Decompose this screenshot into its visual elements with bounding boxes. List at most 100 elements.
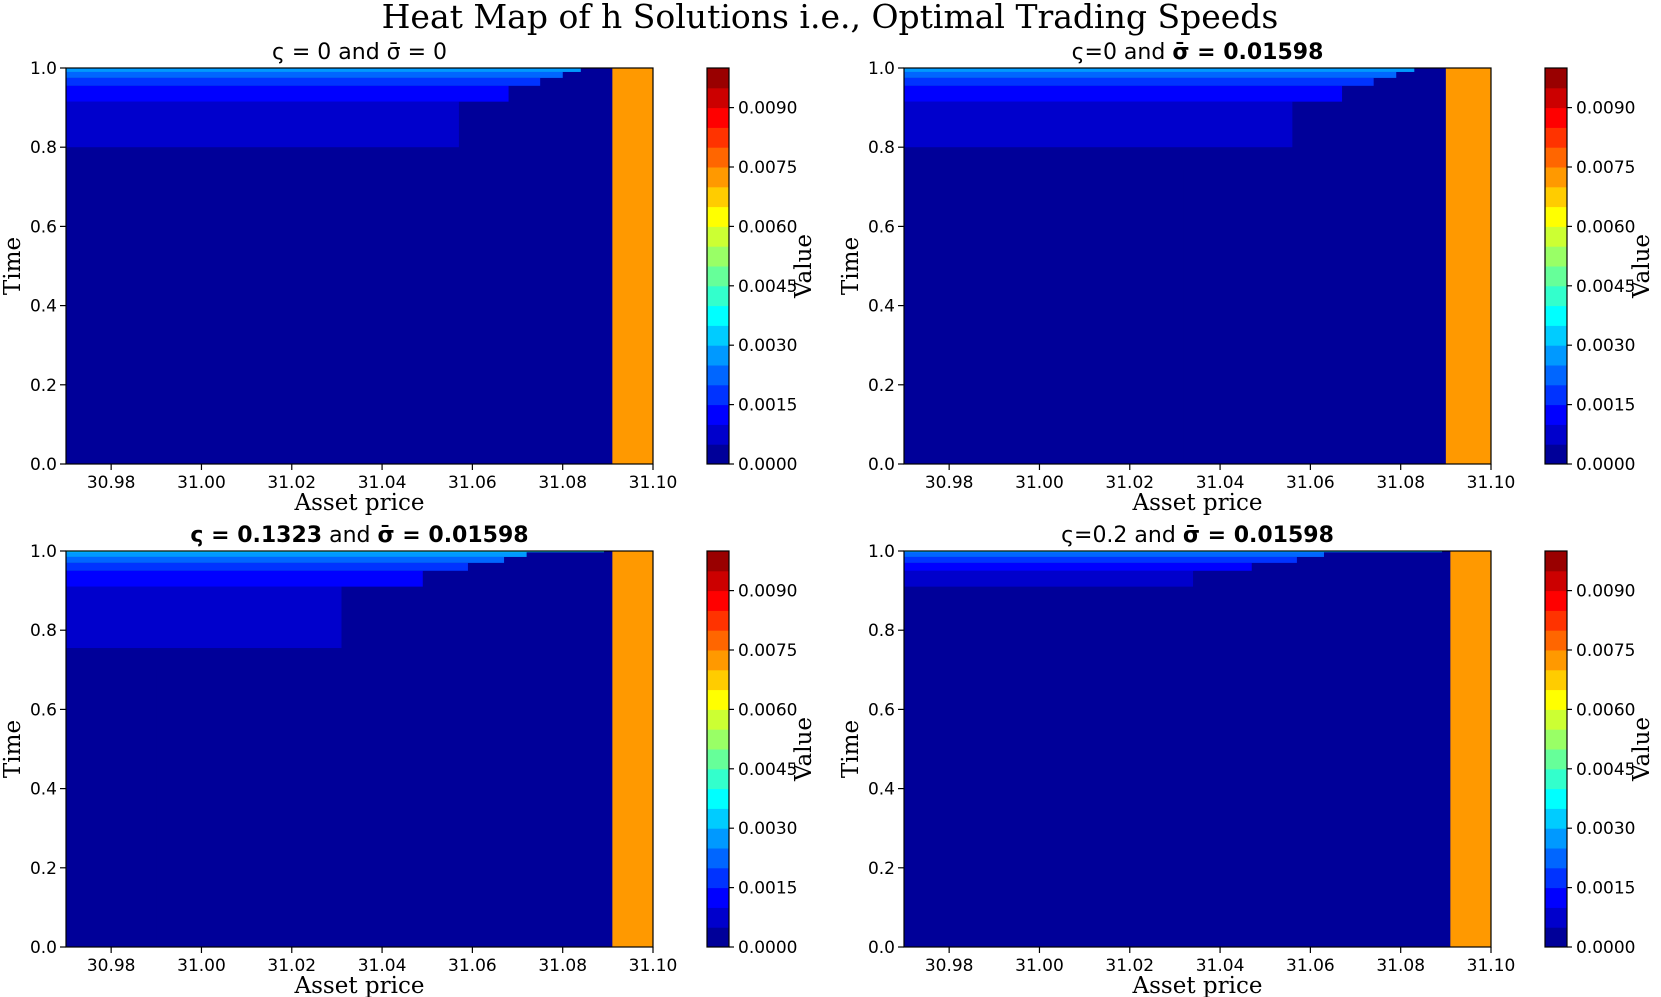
x-tick-label: 30.98 [87, 473, 136, 493]
colorbar: 0.0000 0.0015 0.0030 0.0045 0.0060 0.0075 0.00… [706, 67, 817, 475]
y-tick-label: 0.0 [868, 938, 895, 958]
colorbar-segment [1545, 68, 1567, 89]
colorbar-segment [1545, 749, 1567, 770]
colorbar-segment [1545, 424, 1567, 445]
colorbar-segment [707, 147, 729, 168]
colorbar-segment [707, 570, 729, 592]
panel-title-part: and [322, 523, 377, 548]
contour-band [612, 551, 653, 947]
colorbar-tick-label: 0.0090 [1576, 582, 1635, 602]
colorbar-segment [1545, 709, 1567, 730]
y-tick-label: 1.0 [30, 542, 57, 562]
contour-band [64, 66, 604, 67]
colorbar-segment [1545, 444, 1567, 465]
colorbar-segment [1545, 365, 1567, 386]
colorbar-segment [707, 305, 729, 326]
colorbar-segment [707, 848, 729, 869]
heatmap-area [64, 549, 653, 947]
colorbar-segment [1545, 570, 1567, 592]
colorbar: 0.0000 0.0015 0.0030 0.0045 0.0060 0.0075 0.00… [1544, 550, 1655, 958]
colorbar: 0.0000 0.0015 0.0030 0.0045 0.0060 0.0075 0.00… [706, 550, 817, 958]
colorbar-segment [1545, 927, 1567, 948]
y-tick-label: 0.8 [868, 621, 895, 641]
x-tick-label: 31.02 [1105, 956, 1154, 976]
colorbar-segment [1545, 630, 1567, 651]
colorbar-segment [1545, 848, 1567, 869]
contour-band [64, 66, 604, 67]
colorbar-tick-label: 0.0090 [1576, 99, 1635, 119]
contour-band [66, 551, 527, 557]
colorbar-segment [707, 365, 729, 386]
colorbar-segment [1545, 226, 1567, 247]
contour-band [66, 586, 342, 649]
y-tick-label: 0.6 [868, 700, 895, 720]
colorbar-segment [1545, 610, 1567, 631]
x-tick-label: 31.08 [538, 473, 587, 493]
contour-band [66, 68, 581, 72]
x-tick-label: 31.10 [1467, 956, 1516, 976]
heatmap-panels: 30.98 31.00 31.02 31.04 31.06 31.08 31.10 0.0 0.… [0, 40, 1655, 997]
y-tick-label: 0.0 [868, 455, 895, 475]
panel-title-part: ς = 0 and σ̄ = 0 [272, 40, 447, 65]
colorbar-segment [1545, 867, 1567, 889]
colorbar-segment [707, 828, 729, 849]
colorbar-tick-label: 0.0075 [738, 641, 797, 661]
colorbar-segment [1545, 384, 1567, 406]
colorbar-segment [707, 226, 729, 247]
colorbar-tick-label: 0.0075 [1576, 158, 1635, 178]
colorbar-segment [707, 650, 729, 671]
x-tick-label: 31.06 [1286, 956, 1335, 976]
colorbar-tick-label: 0.0015 [738, 879, 797, 899]
contour-band [64, 549, 604, 550]
x-tick-label: 31.00 [177, 956, 226, 976]
x-axis-label: Asset price [294, 490, 425, 516]
x-tick-label: 31.04 [358, 956, 407, 976]
x-tick-label: 31.04 [1196, 956, 1245, 976]
y-tick-label: 0.6 [30, 700, 57, 720]
contour-region [904, 586, 1103, 947]
y-axis-label: Time [0, 720, 26, 778]
colorbar-segment [1545, 551, 1567, 572]
contour-region [904, 147, 1184, 464]
contour-band [902, 549, 1442, 550]
contour-band [904, 101, 1293, 148]
contour-band [66, 85, 509, 102]
contour-band [902, 66, 1442, 67]
contour-band [66, 71, 563, 78]
colorbar-segment [707, 867, 729, 889]
colorbar-segment [707, 610, 729, 631]
contour-band [66, 556, 505, 563]
colorbar-segment [1545, 689, 1567, 710]
y-axis-label: Time [0, 237, 26, 295]
colorbar-tick-label: 0.0000 [1576, 938, 1635, 958]
x-tick-label: 31.08 [1376, 473, 1425, 493]
colorbar-segment [707, 424, 729, 445]
y-tick-label: 0.0 [30, 938, 57, 958]
colorbar-segment [707, 551, 729, 572]
panel-title: ς=0 and σ̄ = 0.01598 [1072, 40, 1324, 65]
colorbar-segment [1545, 206, 1567, 227]
plot-frame [903, 67, 1492, 465]
x-tick-label: 31.08 [538, 956, 587, 976]
colorbar-tick-label: 0.0015 [738, 396, 797, 416]
colorbar-segment [707, 345, 729, 366]
colorbar-segment [1545, 285, 1567, 307]
colorbar-segment [1545, 669, 1567, 691]
heatmap-panel-2: 30.98 31.00 31.02 31.04 31.06 31.08 31.10 0.0 0.… [838, 40, 1655, 516]
y-tick-label: 0.2 [868, 859, 895, 879]
y-tick-label: 0.0 [30, 455, 57, 475]
heatmap-area [902, 549, 1491, 947]
colorbar-segment [1545, 788, 1567, 809]
colorbar-tick-label: 0.0045 [738, 277, 797, 297]
x-tick-label: 31.06 [448, 473, 497, 493]
x-tick-label: 30.98 [925, 473, 974, 493]
colorbar-segment [707, 384, 729, 406]
colorbar-segment [707, 127, 729, 148]
panel-title-part: σ̄ = 0.01598 [378, 523, 529, 548]
contour-band [902, 66, 1442, 67]
y-tick-label: 0.4 [868, 297, 895, 317]
colorbar-segment [707, 87, 729, 109]
contour-band [1445, 68, 1491, 464]
colorbar-segment [707, 630, 729, 651]
colorbar-segment [1545, 345, 1567, 366]
